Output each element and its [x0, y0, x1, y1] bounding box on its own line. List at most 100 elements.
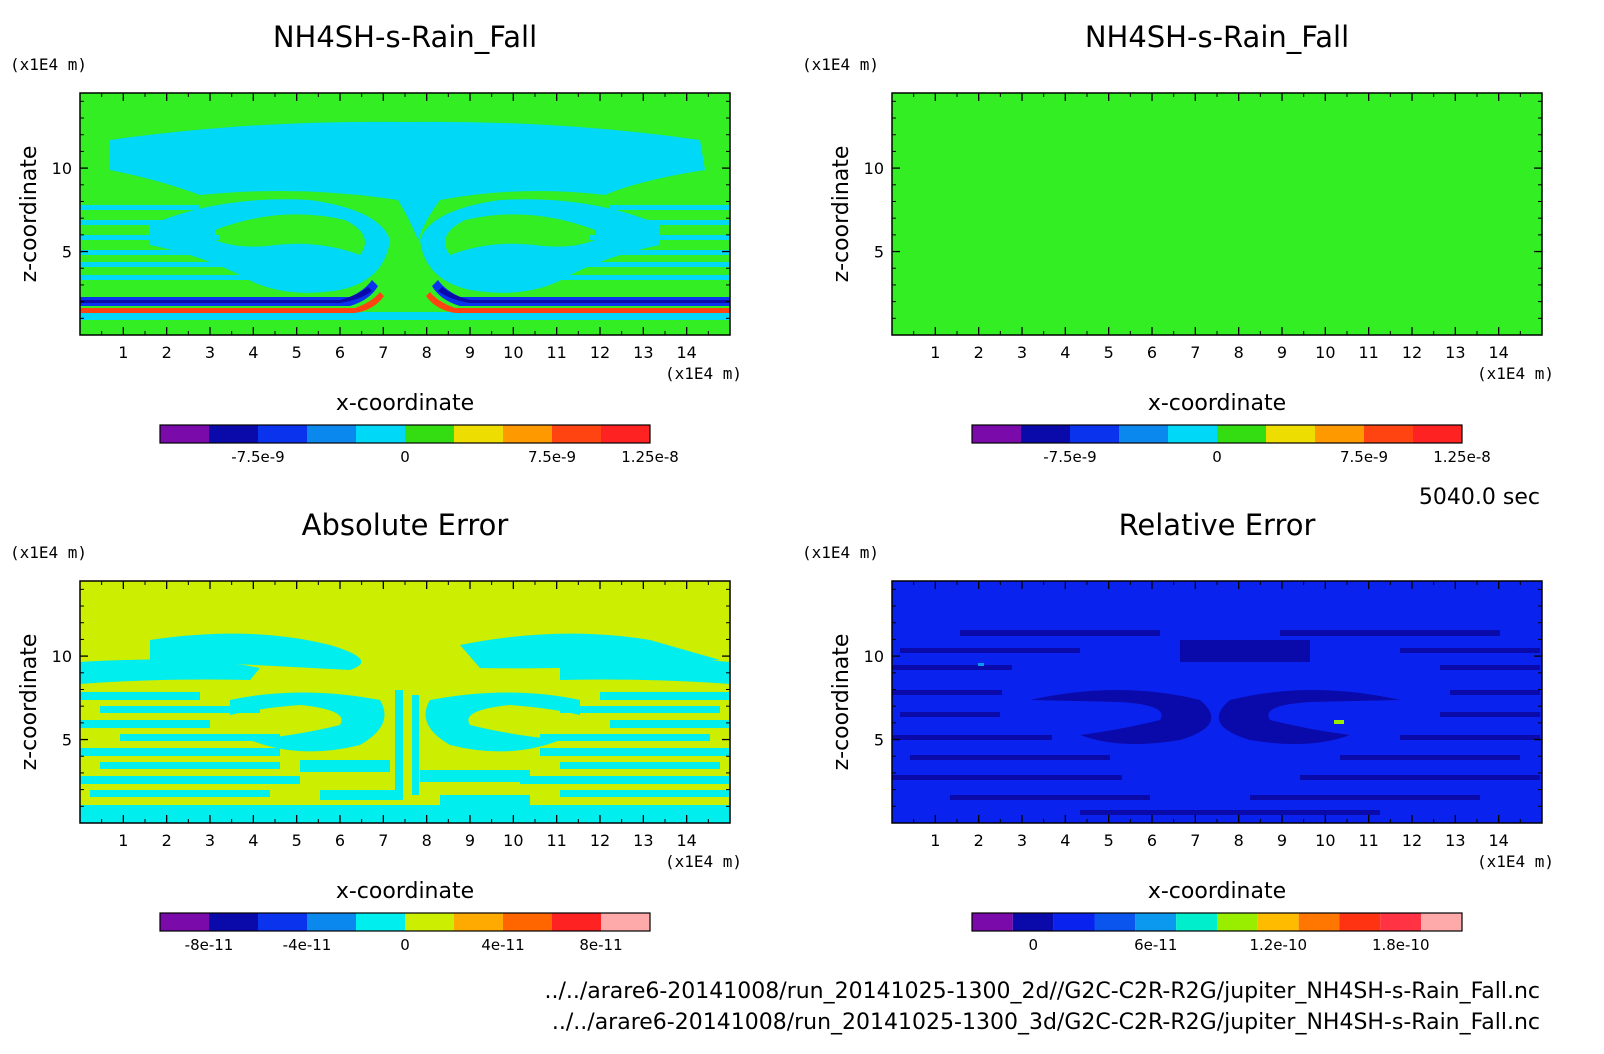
- cyan-upper-region: [110, 121, 705, 240]
- x-tick-label: 2: [162, 343, 172, 362]
- x-tick-label: 14: [1488, 343, 1508, 362]
- panel-title: Relative Error: [1119, 508, 1316, 542]
- x-tick-marks: [101, 93, 709, 335]
- x-tick-labels: 1 2 3 4 5 6 7 8 9 10 11 12 13 14: [930, 831, 1509, 850]
- x-tick-label: 4: [1060, 343, 1070, 362]
- colorbar-swatch: [503, 425, 552, 443]
- colorbar-swatch: [1217, 913, 1258, 931]
- y-unit-label: (x1E4 m): [802, 55, 879, 74]
- x-tick-label: 12: [590, 831, 610, 850]
- x-tick-label: 14: [676, 343, 696, 362]
- x-tick-labels: 1 2 3 4 5 6 7 8 9 10 11 12 13 14: [930, 343, 1509, 362]
- y-tick-label: 10: [52, 159, 72, 178]
- x-tick-label: 8: [422, 831, 432, 850]
- colorbar-swatch: [1257, 913, 1299, 931]
- colorbar-frame: [971, 912, 1463, 932]
- y-tick-labels: 5 10: [864, 159, 884, 261]
- y-tick-labels: 5 10: [52, 647, 72, 749]
- x-tick-label: 3: [205, 831, 215, 850]
- y-tick-labels: 5 10: [864, 647, 884, 749]
- x-tick-label: 9: [465, 343, 475, 362]
- colorbar-swatch: [258, 425, 307, 443]
- y-tick-label: 10: [864, 647, 884, 666]
- x-axis-label: x-coordinate: [1148, 391, 1286, 416]
- colorbar: 0 6e-11 1.2e-10 1.8e-10: [971, 912, 1463, 954]
- x-tick-label: 7: [378, 343, 388, 362]
- left-band-red: [80, 292, 384, 313]
- x-axis-label: x-coordinate: [1148, 879, 1286, 904]
- colorbar-label: 7.5e-9: [528, 448, 576, 466]
- colorbar-swatch: [1380, 913, 1422, 931]
- colorbar-swatch: [503, 913, 552, 931]
- plot-background: [892, 581, 1542, 823]
- x-tick-label: 5: [292, 343, 302, 362]
- x-tick-label: 3: [1017, 831, 1027, 850]
- y-tick-label: 5: [874, 731, 884, 750]
- colorbar-label: 0: [400, 448, 410, 466]
- colorbar-swatch: [454, 913, 503, 931]
- colorbar: -8e-11 -4e-11 0 4e-11 8e-11: [159, 912, 651, 954]
- colorbar-swatch: [552, 425, 601, 443]
- x-tick-label: 7: [1190, 343, 1200, 362]
- colorbar-swatch: [1119, 425, 1168, 443]
- x-tick-label: 4: [248, 831, 258, 850]
- x-tick-label: 10: [503, 343, 523, 362]
- x-tick-label: 1: [118, 343, 128, 362]
- x-tick-label: 13: [1445, 343, 1465, 362]
- x-tick-label: 13: [633, 343, 653, 362]
- cyan-noise-regions: [80, 633, 730, 823]
- x-tick-label: 11: [1358, 831, 1378, 850]
- panel-title: NH4SH-s-Rain_Fall: [273, 20, 537, 54]
- panel-bottom-left: Absolute Error (x1E4 m): [10, 508, 742, 954]
- colorbar-swatch: [1315, 425, 1364, 443]
- x-tick-label: 3: [205, 343, 215, 362]
- colorbar-swatch: [405, 913, 454, 931]
- x-tick-label: 12: [1402, 343, 1422, 362]
- y-tick-labels: 5 10: [52, 159, 72, 261]
- colorbar-swatch: [1135, 913, 1177, 931]
- y-tick-marks: [892, 100, 1542, 319]
- colorbar-swatch: [258, 913, 307, 931]
- colorbar-swatch: [1413, 425, 1462, 443]
- colorbar-label: 1.2e-10: [1249, 936, 1307, 954]
- colorbar-swatch: [1176, 913, 1217, 931]
- x-tick-label: 4: [1060, 831, 1070, 850]
- right-band-blue: [432, 280, 730, 306]
- y-tick-marks: [892, 588, 1542, 807]
- colorbar-label: 7.5e-9: [1340, 448, 1388, 466]
- x-tick-label: 9: [1277, 343, 1287, 362]
- highlight-speck: [1334, 720, 1344, 724]
- x-tick-label: 12: [1402, 831, 1422, 850]
- x-tick-marks: [913, 581, 1521, 823]
- colorbar-swatch: [1339, 913, 1381, 931]
- colorbar-label: 1.25e-8: [621, 448, 679, 466]
- x-tick-label: 10: [1315, 831, 1335, 850]
- y-tick-label: 10: [52, 647, 72, 666]
- x-tick-label: 2: [974, 343, 984, 362]
- colorbar-swatch: [209, 425, 258, 443]
- colorbar-swatch: [405, 425, 454, 443]
- y-unit-label: (x1E4 m): [802, 543, 879, 562]
- colorbar-label: 4e-11: [481, 936, 524, 954]
- colorbar-label: 0: [400, 936, 410, 954]
- colorbar-swatch: [356, 913, 405, 931]
- y-tick-label: 5: [874, 243, 884, 262]
- colorbar-label: -4e-11: [283, 936, 332, 954]
- colorbar-frame: [971, 424, 1463, 444]
- y-axis-label: z-coordinate: [829, 146, 854, 283]
- x-tick-label: 11: [546, 831, 566, 850]
- left-band-navy: [80, 287, 372, 303]
- colorbar: -7.5e-9 0 7.5e-9 1.25e-8: [971, 424, 1491, 466]
- green-left-swirl-arm: [215, 214, 365, 255]
- x-tick-label: 1: [930, 831, 940, 850]
- x-tick-marks: [913, 93, 1521, 335]
- colorbar-swatch: [1094, 913, 1136, 931]
- colorbar-swatch: [972, 913, 1013, 931]
- navy-contour-streaks: [892, 630, 1540, 815]
- colorbar-swatch: [209, 913, 258, 931]
- x-axis-label: x-coordinate: [336, 391, 474, 416]
- x-tick-label: 2: [162, 831, 172, 850]
- x-tick-label: 6: [335, 831, 345, 850]
- x-tick-label: 7: [378, 831, 388, 850]
- right-band-navy: [438, 287, 730, 303]
